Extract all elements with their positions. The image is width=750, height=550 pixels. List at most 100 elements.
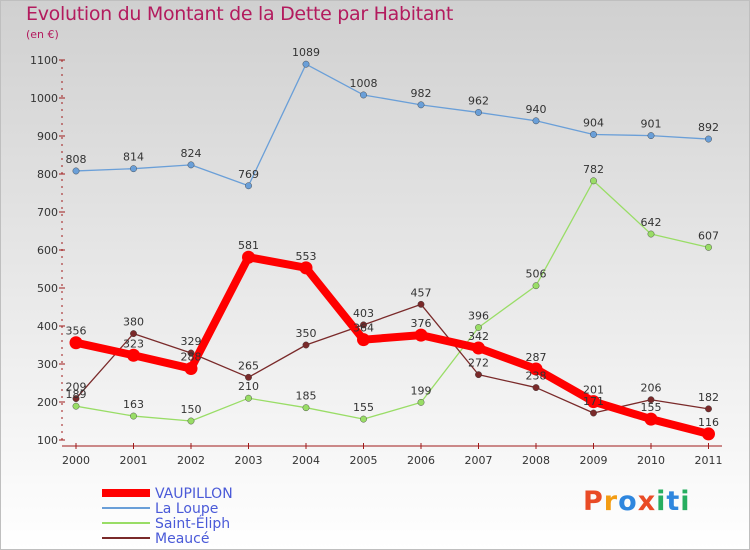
legend-label: Meaucé [155, 531, 209, 547]
data-label: 457 [411, 286, 432, 299]
data-point [529, 362, 543, 376]
x-tick-label: 2004 [292, 454, 320, 467]
x-tick-label: 2006 [407, 454, 435, 467]
data-point [475, 324, 482, 331]
data-point [360, 415, 367, 423]
x-tick-label: 2009 [580, 454, 608, 467]
y-tick-label: 500 [37, 282, 58, 295]
data-point [417, 300, 425, 308]
data-label: 380 [123, 316, 144, 329]
data-label: 962 [468, 94, 489, 107]
data-point [130, 412, 137, 420]
data-point [302, 60, 310, 68]
legend-label: Saint-Éliph [155, 515, 230, 532]
x-tick-label: 2003 [235, 454, 263, 467]
data-label: 171 [583, 395, 604, 408]
y-tick-label: 1000 [30, 92, 58, 105]
data-label: 210 [238, 380, 259, 393]
data-point [245, 394, 252, 402]
data-label: 155 [641, 401, 662, 414]
chart-subtitle: (en €) [26, 28, 59, 41]
data-label: 808 [66, 153, 87, 166]
logo-letter: o [618, 486, 638, 517]
data-label: 182 [698, 391, 719, 404]
data-point [184, 362, 198, 376]
series-saint-liph [72, 177, 712, 425]
data-point [245, 373, 252, 381]
data-label: 607 [698, 229, 719, 242]
data-label: 189 [66, 388, 87, 401]
x-tick-label: 2001 [120, 454, 148, 467]
logo-letter: P [583, 486, 604, 517]
y-tick-label: 200 [37, 396, 58, 409]
data-label: 323 [123, 337, 144, 350]
data-label: 376 [411, 317, 432, 330]
data-label: 329 [181, 335, 202, 348]
proxiti-logo: Proxiti [583, 486, 691, 517]
data-point [187, 349, 195, 357]
legend-label: VAUPILLON [155, 486, 233, 502]
data-label: 782 [583, 163, 604, 176]
data-point [130, 165, 137, 173]
data-point [647, 230, 655, 238]
logo-letter: t [666, 486, 681, 517]
data-point [360, 91, 367, 99]
x-tick-label: 2005 [350, 454, 378, 467]
data-point [72, 402, 80, 410]
data-point [302, 341, 310, 349]
logo-letter: x [637, 486, 657, 517]
data-point [590, 177, 597, 185]
data-label: 155 [353, 401, 374, 414]
series-la-loupe [72, 60, 712, 190]
data-label: 396 [468, 310, 489, 323]
data-point [417, 398, 425, 406]
data-point [590, 409, 597, 417]
chart-title: Evolution du Montant de la Dette par Hab… [26, 3, 454, 25]
series-vaupillon [69, 250, 715, 441]
x-tick-label: 2007 [465, 454, 493, 467]
data-label: 642 [641, 216, 662, 229]
data-point [72, 167, 80, 175]
data-point [475, 371, 482, 379]
y-tick-label: 900 [37, 130, 58, 143]
data-point [705, 405, 712, 413]
data-label: 892 [698, 121, 719, 134]
data-label: 940 [526, 103, 547, 116]
data-point [302, 404, 310, 412]
series-line [75, 303, 709, 414]
data-label: 364 [353, 322, 374, 335]
data-label: 163 [123, 398, 144, 411]
x-tick-label: 2011 [695, 454, 723, 467]
x-tick-label: 2002 [177, 454, 205, 467]
y-tick-label: 400 [37, 320, 58, 333]
data-label: 288 [181, 351, 202, 364]
data-label: 356 [66, 325, 87, 338]
series-line [75, 253, 710, 438]
data-label: 904 [583, 116, 604, 129]
data-point [705, 135, 712, 143]
data-label: 272 [468, 357, 489, 370]
y-tick-label: 700 [37, 206, 58, 219]
series-meauc- [72, 300, 712, 417]
data-label: 901 [641, 118, 662, 131]
data-point [414, 328, 428, 342]
data-point [475, 109, 482, 116]
data-label: 506 [526, 268, 547, 281]
data-point [72, 395, 80, 402]
legend-label: La Loupe [155, 501, 218, 517]
y-tick-label: 300 [37, 358, 58, 371]
logo-letter: i [656, 486, 667, 517]
data-point [532, 282, 540, 290]
y-tick-label: 1100 [30, 54, 58, 67]
data-label: 1008 [350, 77, 378, 90]
data-label: 403 [353, 307, 374, 320]
data-point [242, 250, 255, 264]
series-line [75, 180, 709, 422]
data-point [590, 131, 597, 138]
data-label: 982 [411, 87, 432, 100]
data-label: 150 [181, 403, 202, 416]
data-point [705, 243, 712, 251]
data-label: 201 [583, 384, 604, 397]
data-point [587, 395, 600, 409]
